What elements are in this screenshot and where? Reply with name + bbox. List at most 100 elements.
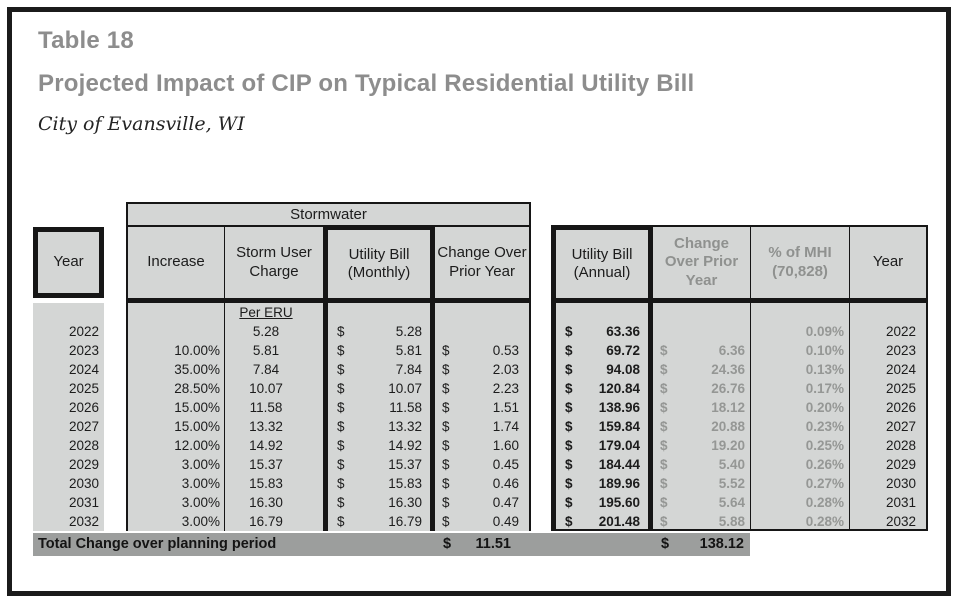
cell-increase: 28.50% (126, 379, 225, 398)
sub-header-row: Per ERU (33, 303, 928, 322)
cell-year-left: 2027 (33, 417, 104, 436)
cell-storm-user-charge: 5.81 (225, 341, 323, 360)
cell-utility-bill-annual: $189.96 (551, 474, 653, 493)
cell-pct-mhi: 0.20% (750, 398, 850, 417)
currency-symbol: $ (565, 438, 573, 453)
currency-symbol: $ (442, 476, 450, 491)
currency-symbol: $ (565, 419, 573, 434)
page-title: Projected Impact of CIP on Typical Resid… (38, 70, 695, 98)
cell-utility-bill-monthly: $15.83 (323, 474, 435, 493)
currency-symbol: $ (442, 400, 450, 415)
amount: 15.83 (388, 476, 422, 491)
cell-utility-bill-monthly: $15.37 (323, 455, 435, 474)
column-gap (531, 322, 551, 341)
column-gap (531, 417, 551, 436)
cell-increase: 3.00% (126, 455, 225, 474)
amount: 1.51 (492, 400, 519, 415)
currency-symbol: $ (660, 381, 668, 396)
cell-year-left: 2032 (33, 512, 104, 531)
cell-change-annual: $18.12 (653, 398, 750, 417)
currency-symbol: $ (337, 495, 345, 510)
amount: 5.40 (718, 457, 745, 472)
cell-change-monthly (435, 322, 531, 341)
currency-symbol: $ (565, 476, 573, 491)
utility-bill-table: Stormwater Year Increase Storm User Char… (33, 202, 928, 556)
cell-change-monthly: $1.74 (435, 417, 531, 436)
amount: 7.84 (395, 362, 422, 377)
amount: 0.47 (492, 495, 519, 510)
amount: 2.03 (492, 362, 519, 377)
cell-year-left (33, 303, 104, 322)
total-filler-cell (531, 533, 653, 556)
amount: 159.84 (598, 419, 640, 434)
column-gap (104, 322, 126, 341)
cell-utility-bill-annual: $138.96 (551, 398, 653, 417)
cell-year-right: 2023 (850, 341, 928, 360)
title-block: Table 18 Projected Impact of CIP on Typi… (38, 27, 695, 135)
cell-utility-bill-monthly (323, 303, 435, 322)
cell-pct-mhi: 0.27% (750, 474, 850, 493)
amount: 11.58 (389, 400, 422, 415)
currency-symbol: $ (442, 438, 450, 453)
currency-symbol: $ (442, 495, 450, 510)
cell-utility-bill-annual (551, 303, 653, 322)
cell-year-right: 2025 (850, 379, 928, 398)
currency-symbol: $ (565, 362, 573, 377)
amount: 16.30 (388, 495, 422, 510)
cell-year-right: 2029 (850, 455, 928, 474)
column-gap (531, 436, 551, 455)
amount: 16.79 (388, 514, 422, 529)
cell-increase: 3.00% (126, 493, 225, 512)
currency-symbol: $ (661, 536, 670, 552)
cell-change-annual: $24.36 (653, 360, 750, 379)
amount: 5.52 (718, 476, 745, 491)
cell-storm-user-charge: 14.92 (225, 436, 323, 455)
cell-year-left: 2024 (33, 360, 104, 379)
cell-change-annual: $6.36 (653, 341, 750, 360)
cell-increase: 12.00% (126, 436, 225, 455)
column-gap (531, 360, 551, 379)
group-header-stormwater: Stormwater (126, 202, 531, 225)
currency-symbol: $ (337, 362, 345, 377)
column-gap (531, 512, 551, 531)
header-row: Year Increase Storm User Charge Utility … (33, 225, 928, 303)
table-body: Per ERU 2022 5.28 $5.28 $63.36 0.09% 2022 2023 1… (33, 303, 928, 531)
amount: 20.88 (711, 419, 745, 434)
cell-change-annual (653, 303, 750, 322)
cell-utility-bill-monthly: $5.81 (323, 341, 435, 360)
cell-year-right: 2028 (850, 436, 928, 455)
cell-increase: 3.00% (126, 474, 225, 493)
amount: 201.48 (598, 514, 640, 529)
currency-symbol: $ (442, 381, 450, 396)
cell-utility-bill-annual: $201.48 (551, 512, 653, 531)
currency-symbol: $ (565, 381, 573, 396)
currency-symbol: $ (660, 438, 668, 453)
table-row: 2031 3.00% 16.30 $16.30 $0.47 $195.60 $5.64 0.2… (33, 493, 928, 512)
col-header-storm-user-charge: Storm User Charge (225, 225, 323, 303)
amount: 120.84 (598, 381, 640, 396)
cell-change-annual (653, 322, 750, 341)
cell-change-monthly: $2.03 (435, 360, 531, 379)
currency-symbol: $ (337, 381, 345, 396)
page-subtitle: City of Evansville, WI (38, 112, 245, 135)
column-gap (104, 341, 126, 360)
cell-year-right (850, 303, 928, 322)
currency-symbol: $ (337, 419, 345, 434)
cell-change-annual: $26.76 (653, 379, 750, 398)
cell-year-right: 2024 (850, 360, 928, 379)
cell-change-monthly: $0.49 (435, 512, 531, 531)
table-row: 2027 15.00% 13.32 $13.32 $1.74 $159.84 $20.88 0… (33, 417, 928, 436)
cell-pct-mhi: 0.09% (750, 322, 850, 341)
currency-symbol: $ (565, 514, 573, 529)
amount: 24.36 (711, 362, 745, 377)
total-change-annual-amount: 138.12 (699, 536, 744, 552)
amount: 69.72 (606, 343, 640, 358)
currency-symbol: $ (337, 400, 345, 415)
amount: 138.96 (598, 400, 640, 415)
cell-increase: 10.00% (126, 341, 225, 360)
currency-symbol: $ (565, 400, 573, 415)
cell-utility-bill-monthly: $10.07 (323, 379, 435, 398)
currency-symbol: $ (337, 457, 345, 472)
table-row: 2030 3.00% 15.83 $15.83 $0.46 $189.96 $5.52 0.2… (33, 474, 928, 493)
total-change-annual: $ 138.12 (653, 533, 750, 556)
